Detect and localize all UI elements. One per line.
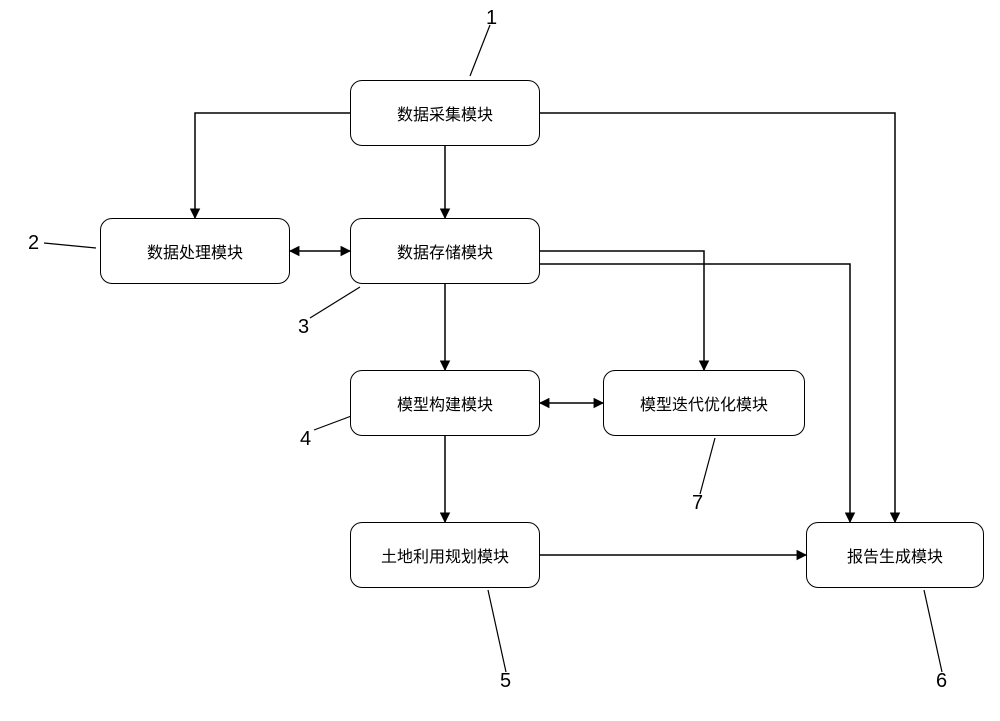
node-n2: 数据处理模块: [100, 218, 290, 284]
annotation-label: 4: [300, 428, 311, 450]
node-label: 模型迭代优化模块: [640, 391, 768, 415]
leader-3: [310, 287, 360, 318]
leader-5: [488, 590, 506, 672]
annotation-label: 2: [28, 232, 39, 254]
leader-6: [924, 590, 942, 672]
annotation-3: 3: [298, 316, 309, 339]
annotation-label: 5: [500, 670, 511, 692]
node-n6: 报告生成模块: [806, 522, 984, 588]
node-label: 报告生成模块: [847, 543, 943, 567]
node-n3: 数据存储模块: [350, 218, 540, 284]
annotation-7: 7: [692, 492, 703, 515]
annotation-label: 6: [936, 670, 947, 692]
leader-7: [700, 438, 715, 494]
annotation-2: 2: [28, 232, 39, 255]
leader-1: [470, 25, 490, 76]
annotation-label: 7: [692, 492, 703, 514]
node-label: 数据存储模块: [397, 239, 493, 263]
node-n1: 数据采集模块: [350, 80, 540, 146]
edge-n1-n2: [195, 113, 350, 218]
annotation-6: 6: [936, 670, 947, 693]
annotation-label: 1: [486, 7, 497, 29]
node-n4: 模型构建模块: [350, 370, 540, 436]
node-label: 数据处理模块: [147, 239, 243, 263]
annotation-5: 5: [500, 670, 511, 693]
edge-n1-n6: [540, 113, 895, 522]
leader-4: [314, 415, 354, 430]
edge-n3-n7: [540, 251, 704, 370]
annotation-1: 1: [486, 7, 497, 30]
node-label: 模型构建模块: [397, 391, 493, 415]
annotation-label: 3: [298, 316, 309, 338]
node-label: 数据采集模块: [397, 101, 493, 125]
node-label: 土地利用规划模块: [381, 543, 509, 567]
node-n7: 模型迭代优化模块: [603, 370, 805, 436]
node-n5: 土地利用规划模块: [350, 522, 540, 588]
annotation-4: 4: [300, 428, 311, 451]
leader-2: [44, 243, 96, 248]
